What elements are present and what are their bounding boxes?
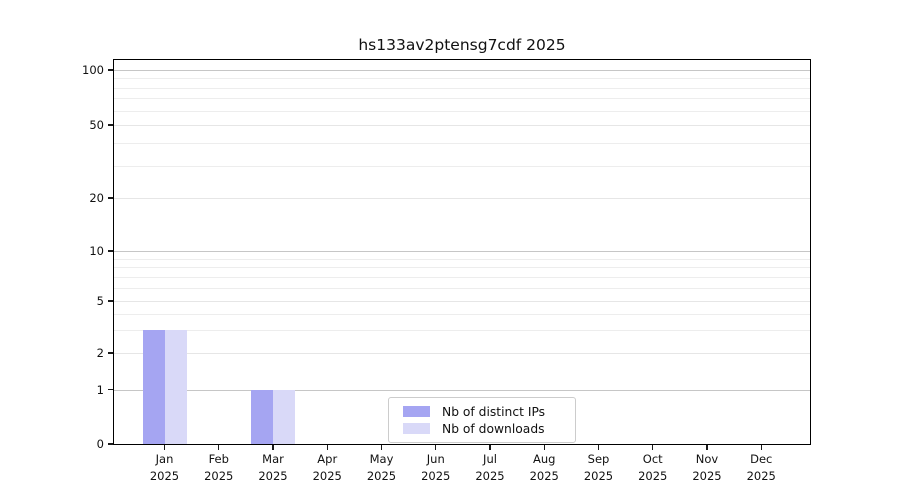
chart-title: hs133av2ptensg7cdf 2025	[358, 36, 566, 54]
gridline	[114, 353, 810, 354]
gridline	[114, 125, 810, 126]
x-tick-label: May 2025	[350, 451, 414, 484]
x-tick-label: Mar 2025	[241, 451, 305, 484]
gridline	[114, 389, 810, 391]
x-tick-month: Oct	[642, 452, 663, 466]
gridline	[114, 267, 810, 269]
y-tick	[107, 197, 113, 199]
x-tick	[272, 445, 274, 450]
x-tick-label: Jun 2025	[404, 451, 468, 484]
x-tick-label: Jan 2025	[133, 451, 197, 484]
legend-label: Nb of downloads	[442, 421, 545, 436]
plot-area	[114, 60, 810, 444]
legend-item: Nb of downloads	[403, 420, 575, 437]
bar-nb-of-downloads-mar	[273, 389, 295, 444]
x-tick-label: Jul 2025	[458, 451, 522, 484]
x-tick-month: Jan	[155, 452, 174, 466]
gridline	[114, 78, 810, 80]
x-tick-year: 2025	[149, 468, 180, 483]
y-tick	[107, 69, 113, 71]
x-tick	[597, 445, 600, 450]
y-tick-label: 20	[89, 191, 104, 205]
x-tick	[760, 445, 762, 450]
y-tick	[107, 250, 113, 252]
gridline	[114, 258, 810, 260]
x-tick-month: Apr	[317, 452, 338, 466]
x-tick-year: 2025	[312, 468, 342, 483]
x-tick	[218, 445, 220, 450]
x-tick-month: Dec	[750, 452, 773, 466]
x-tick-label: Oct 2025	[621, 451, 685, 484]
x-tick	[435, 445, 437, 450]
gridline	[114, 276, 810, 278]
x-tick	[326, 445, 328, 450]
x-tick-month: Jun	[426, 452, 445, 466]
bar-nb-of-downloads-jan	[164, 329, 187, 444]
gridline	[114, 165, 810, 167]
x-tick-year: 2025	[638, 468, 668, 483]
legend-swatch	[403, 406, 430, 417]
x-tick-month: May	[369, 452, 394, 466]
y-tick	[107, 352, 113, 354]
x-tick-year: 2025	[366, 468, 397, 483]
y-tick	[107, 443, 113, 445]
gridline	[114, 70, 810, 71]
y-tick-label: 100	[82, 63, 104, 77]
x-tick-month: Sep	[587, 452, 610, 466]
x-tick-year: 2025	[692, 468, 722, 483]
x-tick-label: Nov 2025	[675, 451, 739, 484]
gridline	[114, 301, 810, 302]
legend: Nb of distinct IPs Nb of downloads	[388, 397, 576, 443]
x-tick	[489, 445, 491, 450]
y-tick-label: 50	[89, 118, 104, 132]
y-tick	[107, 300, 113, 302]
x-tick-month: Nov	[695, 452, 719, 466]
x-tick	[543, 445, 545, 450]
legend-item: Nb of distinct IPs	[403, 403, 575, 420]
x-tick-label: Apr 2025	[295, 451, 359, 484]
x-tick-year: 2025	[421, 468, 451, 483]
x-tick-month: Mar	[262, 452, 284, 466]
bar-nb-of-distinct-ips-jan	[142, 329, 165, 444]
x-tick-month: Aug	[533, 452, 556, 466]
y-tick-label: 5	[96, 294, 104, 308]
x-tick-label: Aug 2025	[512, 451, 576, 484]
gridline	[114, 251, 810, 252]
y-tick-label: 10	[89, 244, 104, 258]
x-tick-year: 2025	[475, 468, 505, 483]
y-tick	[107, 124, 113, 126]
gridline	[114, 87, 810, 89]
x-tick	[380, 445, 383, 450]
gridline	[114, 313, 810, 315]
x-tick-month: Jul	[483, 452, 497, 466]
x-tick-year: 2025	[746, 468, 776, 483]
x-tick	[163, 445, 166, 450]
x-tick-label: Sep 2025	[567, 451, 631, 484]
legend-label: Nb of distinct IPs	[442, 404, 546, 419]
y-tick-label: 0	[96, 437, 104, 451]
bar-nb-of-distinct-ips-mar	[251, 389, 273, 444]
x-tick-year: 2025	[529, 468, 559, 483]
gridline	[114, 287, 810, 289]
x-tick	[652, 445, 654, 450]
gridline	[114, 110, 810, 112]
x-tick-label: Dec 2025	[729, 451, 793, 484]
x-tick	[706, 445, 708, 450]
legend-swatch	[403, 423, 430, 434]
gridline	[114, 329, 810, 331]
x-tick-month: Feb	[208, 452, 229, 466]
y-tick-label: 1	[96, 382, 104, 397]
gridline	[114, 198, 810, 199]
y-tick-label: 2	[96, 346, 104, 360]
x-tick-label: Feb 2025	[187, 451, 251, 484]
x-tick-year: 2025	[258, 468, 288, 483]
gridline	[114, 98, 810, 100]
x-tick-year: 2025	[583, 468, 614, 483]
x-tick-year: 2025	[204, 468, 234, 483]
y-tick	[107, 388, 113, 391]
gridline	[114, 142, 810, 144]
